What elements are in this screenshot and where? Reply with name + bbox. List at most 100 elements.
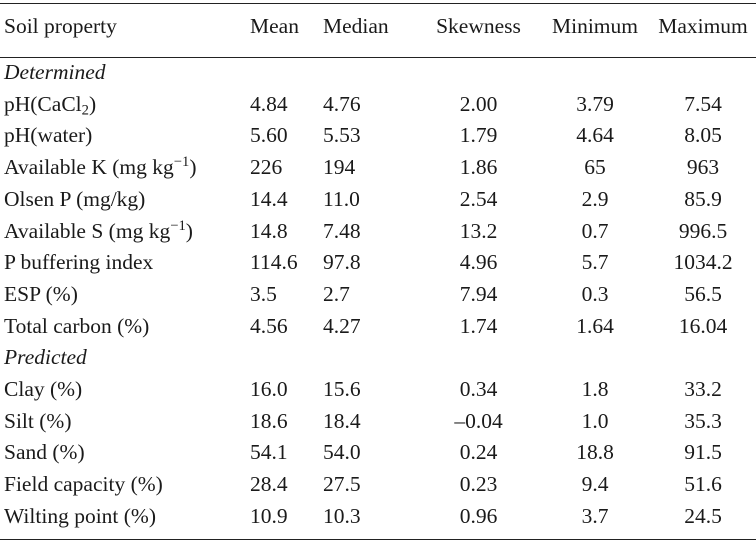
cell-mean: 14.4 — [250, 186, 288, 211]
cell-median: 54.0 — [323, 440, 361, 465]
cell-median: 10.3 — [323, 503, 361, 528]
table-row: P buffering index 114.6 97.8 4.96 5.7 10… — [0, 247, 756, 279]
cell-maximum: 35.3 — [684, 408, 722, 433]
cell-mean: 3.5 — [250, 281, 277, 306]
cell-median: 194 — [323, 155, 356, 180]
cell-maximum: 51.6 — [684, 472, 722, 497]
row-label: pH(CaCl2) — [4, 91, 97, 119]
cell-mean: 18.6 — [250, 408, 288, 433]
row-label: Available K (mg kg−1) — [4, 154, 197, 180]
table-row: Field capacity (%) 28.4 27.5 0.23 9.4 51… — [0, 469, 756, 501]
cell-minimum: 3.7 — [581, 503, 609, 528]
cell-median: 4.76 — [323, 91, 361, 116]
cell-maximum: 1034.2 — [673, 250, 733, 275]
cell-skewness: 4.96 — [459, 250, 498, 275]
section-row-predicted: Predicted — [0, 342, 756, 374]
table-row: pH(CaCl2) 4.84 4.76 2.00 3.79 7.54 — [0, 89, 756, 121]
cell-skewness: 13.2 — [459, 218, 498, 243]
cell-minimum: 1.0 — [581, 408, 609, 433]
cell-minimum: 65 — [584, 155, 606, 180]
cell-mean: 4.56 — [250, 313, 288, 338]
row-label: ESP (%) — [4, 281, 78, 306]
cell-skewness: 7.94 — [459, 281, 498, 306]
cell-mean: 114.6 — [250, 250, 298, 275]
cell-maximum: 24.5 — [684, 503, 722, 528]
table-row: Wilting point (%) 10.9 10.3 0.96 3.7 24.… — [0, 501, 756, 533]
row-label: pH(water) — [4, 123, 93, 148]
row-label: Available S (mg kg−1) — [4, 217, 193, 243]
cell-mean: 10.9 — [250, 503, 288, 528]
row-label: P buffering index — [4, 250, 154, 275]
header-skewness: Skewness — [436, 13, 521, 38]
row-label: Total carbon (%) — [4, 313, 150, 338]
cell-mean: 16.0 — [250, 376, 288, 401]
cell-minimum: 1.8 — [581, 376, 609, 401]
table-row: Silt (%) 18.6 18.4 –0.04 1.0 35.3 — [0, 406, 756, 438]
header-median: Median — [323, 13, 389, 38]
cell-minimum: 4.64 — [576, 123, 614, 148]
cell-minimum: 9.4 — [581, 472, 609, 497]
cell-median: 5.53 — [323, 123, 361, 148]
cell-minimum: 5.7 — [581, 250, 609, 275]
table-row: Available S (mg kg−1) 14.8 7.48 13.2 0.7… — [0, 215, 756, 247]
cell-median: 27.5 — [323, 472, 361, 497]
cell-maximum: 56.5 — [684, 281, 722, 306]
cell-maximum: 16.04 — [678, 313, 728, 338]
row-label: Silt (%) — [4, 408, 72, 433]
cell-skewness: 0.96 — [459, 503, 498, 528]
table-row: Total carbon (%) 4.56 4.27 1.74 1.64 16.… — [0, 311, 756, 343]
header-minimum: Minimum — [551, 13, 638, 38]
cell-maximum: 85.9 — [684, 186, 722, 211]
bottom-rule — [0, 539, 756, 540]
table-row: ESP (%) 3.5 2.7 7.94 0.3 56.5 — [0, 279, 756, 311]
header-mean: Mean — [250, 13, 299, 38]
cell-median: 97.8 — [323, 250, 361, 275]
cell-skewness: 1.79 — [459, 123, 498, 148]
cell-mean: 14.8 — [250, 218, 288, 243]
cell-mean: 226 — [250, 155, 283, 180]
header-property: Soil property — [4, 13, 117, 38]
table-row: Sand (%) 54.1 54.0 0.24 18.8 91.5 — [0, 437, 756, 469]
cell-minimum: 0.7 — [581, 218, 609, 243]
cell-median: 18.4 — [323, 408, 361, 433]
section-row-determined: Determined — [0, 57, 756, 89]
table-row: Olsen P (mg/kg) 14.4 11.0 2.54 2.9 85.9 — [0, 184, 756, 216]
cell-skewness: 0.24 — [459, 440, 498, 465]
cell-skewness: –0.04 — [454, 408, 503, 433]
header-row: Soil property Mean Median Skewness Minim… — [0, 0, 756, 44]
cell-skewness: 2.54 — [459, 186, 498, 211]
cell-median: 7.48 — [323, 218, 361, 243]
cell-skewness: 0.34 — [459, 376, 498, 401]
table-row: Available K (mg kg−1) 226 194 1.86 65 96… — [0, 152, 756, 184]
cell-median: 4.27 — [323, 313, 361, 338]
cell-skewness: 0.23 — [459, 472, 498, 497]
cell-mean: 28.4 — [250, 472, 288, 497]
header-rule — [0, 57, 756, 58]
row-label: Clay (%) — [4, 376, 83, 401]
cell-maximum: 8.05 — [684, 123, 722, 148]
row-label: Sand (%) — [4, 440, 85, 465]
row-label: Olsen P (mg/kg) — [4, 186, 146, 211]
section-label-determined: Determined — [4, 60, 106, 85]
cell-maximum: 7.54 — [684, 91, 722, 116]
cell-minimum: 3.79 — [576, 91, 614, 116]
table-row: Clay (%) 16.0 15.6 0.34 1.8 33.2 — [0, 374, 756, 406]
section-label-predicted: Predicted — [4, 345, 87, 370]
row-label: Field capacity (%) — [4, 472, 163, 497]
header-maximum: Maximum — [658, 13, 748, 38]
cell-mean: 4.84 — [250, 91, 288, 116]
cell-maximum: 996.5 — [678, 218, 728, 243]
cell-skewness: 2.00 — [459, 91, 498, 116]
row-label: Wilting point (%) — [4, 503, 157, 528]
cell-median: 15.6 — [323, 376, 361, 401]
cell-skewness: 1.74 — [459, 313, 498, 338]
cell-skewness: 1.86 — [459, 155, 498, 180]
top-rule — [0, 3, 756, 4]
cell-maximum: 33.2 — [684, 376, 722, 401]
cell-median: 2.7 — [323, 281, 350, 306]
table-row: pH(water) 5.60 5.53 1.79 4.64 8.05 — [0, 120, 756, 152]
cell-minimum: 1.64 — [576, 313, 614, 338]
cell-maximum: 91.5 — [684, 440, 722, 465]
